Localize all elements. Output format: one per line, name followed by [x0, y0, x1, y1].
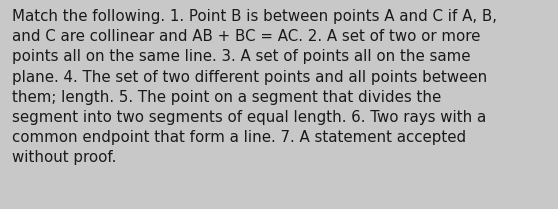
Text: Match the following. 1. Point B is between points A and C if A, B,
and C are col: Match the following. 1. Point B is betwe… — [12, 9, 497, 165]
